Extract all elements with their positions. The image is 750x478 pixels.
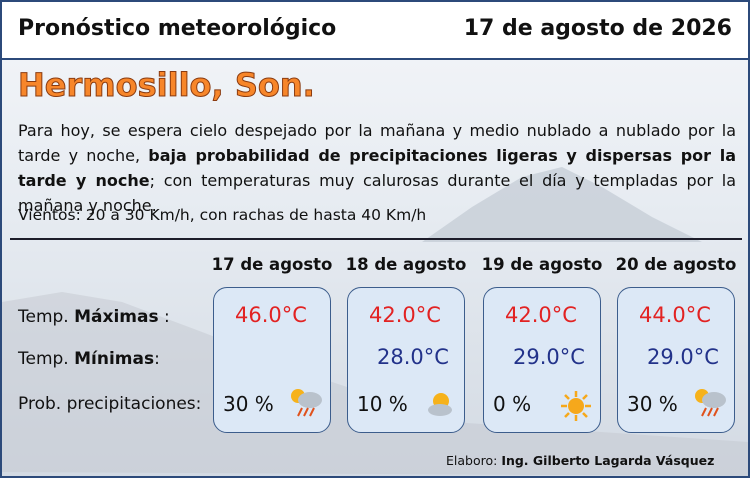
precip: 10 % — [357, 392, 408, 416]
text: : — [158, 307, 170, 327]
text-bold: baja probabilidad de precipitaciones lig… — [18, 146, 736, 190]
temp-max: 44.0°C — [639, 303, 711, 327]
temp-min: 28.0°C — [377, 345, 449, 369]
day-date: 17 de agosto — [211, 255, 333, 274]
text-bold: Mínimas — [74, 349, 155, 369]
text: Para hoy, se espera cielo despejado por … — [18, 121, 736, 165]
city: Hermosillo, Son. — [18, 66, 316, 105]
row-label: Temp. Máximas : — [18, 307, 170, 327]
day-date: 20 de agosto — [615, 255, 737, 274]
text: Elaboro: — [446, 453, 502, 468]
day-date: 18 de agosto — [345, 255, 467, 274]
precip: 30 % — [627, 392, 678, 416]
icon-partly-cloudy — [428, 393, 452, 416]
day-date: 19 de agosto — [481, 255, 603, 274]
text: Temp. — [18, 349, 75, 369]
icon-rain — [695, 389, 726, 417]
icon-rain — [291, 389, 322, 417]
text-bold: Máximas — [74, 307, 159, 327]
temp-min: 29.0°C — [647, 345, 719, 369]
description: Para hoy, se espera cielo despejado por … — [18, 118, 736, 218]
day-card — [213, 287, 331, 433]
precip: 30 % — [223, 392, 274, 416]
header-bar: Pronóstico meteorológico 17 de agosto de… — [2, 2, 748, 60]
divider — [10, 238, 742, 240]
icon-sun — [561, 391, 591, 421]
text: : — [154, 349, 160, 369]
title: Pronóstico meteorológico — [18, 16, 337, 41]
winds: Vientos: 20 a 30 Km/h, con rachas de has… — [18, 206, 427, 224]
temp-max: 46.0°C — [235, 303, 307, 327]
date: 17 de agosto de 2026 — [463, 16, 732, 41]
text: ; con temperaturas muy calurosas durante… — [18, 171, 736, 215]
row-label: Prob. precipitaciones: — [18, 394, 202, 414]
text: Temp. — [18, 307, 75, 327]
row-label: Temp. Mínimas: — [18, 349, 160, 369]
precip: 0 % — [493, 392, 532, 416]
day-card — [617, 287, 735, 433]
text-bold: Ing. Gilberto Lagarda Vásquez — [501, 453, 715, 468]
temp-max: 42.0°C — [369, 303, 441, 327]
credit: Elaboro: Ing. Gilberto Lagarda Vásquez — [446, 453, 714, 468]
temp-max: 42.0°C — [505, 303, 577, 327]
temp-min: 29.0°C — [513, 345, 585, 369]
